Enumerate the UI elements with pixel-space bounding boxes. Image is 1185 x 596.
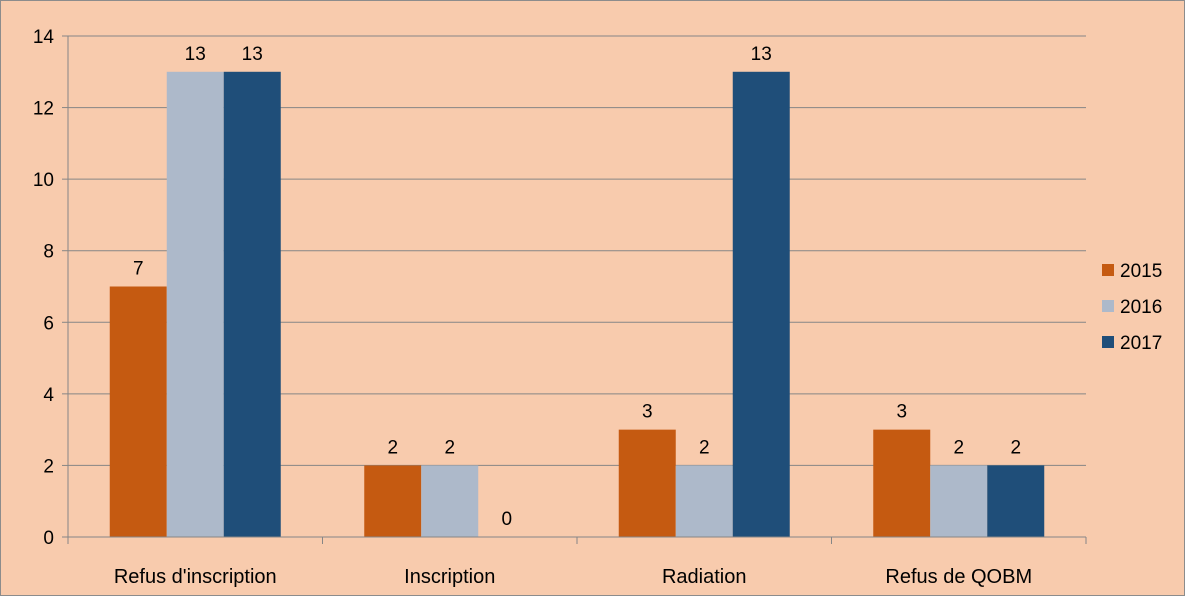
legend: 2015 2016 2017 — [1102, 261, 1162, 354]
legend-swatch — [1102, 300, 1114, 312]
y-tick-label: 6 — [43, 313, 54, 334]
data-label: 2 — [444, 437, 455, 458]
bar-2015 — [618, 429, 676, 537]
x-category-label: Radiation — [662, 566, 747, 588]
legend-swatch — [1102, 336, 1114, 348]
x-category-label: Inscription — [404, 566, 495, 588]
y-axis: 0 2 4 6 8 10 12 14 — [33, 27, 69, 549]
data-label: 13 — [242, 44, 263, 65]
data-label: 2 — [1010, 437, 1021, 458]
y-tick-label: 10 — [33, 170, 54, 191]
legend-label: 2017 — [1120, 333, 1162, 354]
y-tick-label: 2 — [43, 456, 54, 477]
bar-2017 — [223, 71, 281, 538]
bar-2015 — [109, 286, 167, 537]
bar-2015 — [873, 429, 931, 537]
legend-label: 2016 — [1120, 297, 1162, 318]
legend-swatch — [1102, 264, 1114, 276]
data-label: 2 — [953, 437, 964, 458]
y-tick-label: 12 — [33, 99, 54, 120]
data-label: 2 — [699, 437, 710, 458]
bar-2015 — [364, 465, 422, 537]
data-label: 7 — [133, 259, 144, 280]
bars — [109, 71, 1045, 538]
bar-2016 — [166, 71, 224, 538]
bar-2016 — [675, 465, 733, 537]
bar-2017 — [732, 71, 790, 538]
data-label: 0 — [501, 509, 512, 530]
x-axis: Refus d'inscription Inscription Radiation R… — [67, 536, 1087, 588]
legend-label: 2015 — [1120, 261, 1162, 282]
bar-2016 — [930, 465, 988, 537]
y-tick-label: 0 — [43, 528, 54, 549]
y-tick-label: 8 — [43, 242, 54, 263]
y-tick-label: 14 — [33, 27, 55, 48]
data-label: 13 — [185, 44, 206, 65]
y-tick-label: 4 — [43, 385, 54, 406]
data-labels: 7 13 13 2 2 0 3 2 13 3 2 2 — [133, 44, 1021, 530]
bar-2017 — [987, 465, 1045, 537]
data-label: 13 — [751, 44, 772, 65]
x-category-label: Refus d'inscription — [114, 566, 277, 588]
data-label: 3 — [642, 402, 653, 423]
data-label: 2 — [387, 437, 398, 458]
x-category-label: Refus de QOBM — [885, 566, 1032, 588]
data-label: 3 — [896, 402, 907, 423]
bar-2016 — [421, 465, 479, 537]
